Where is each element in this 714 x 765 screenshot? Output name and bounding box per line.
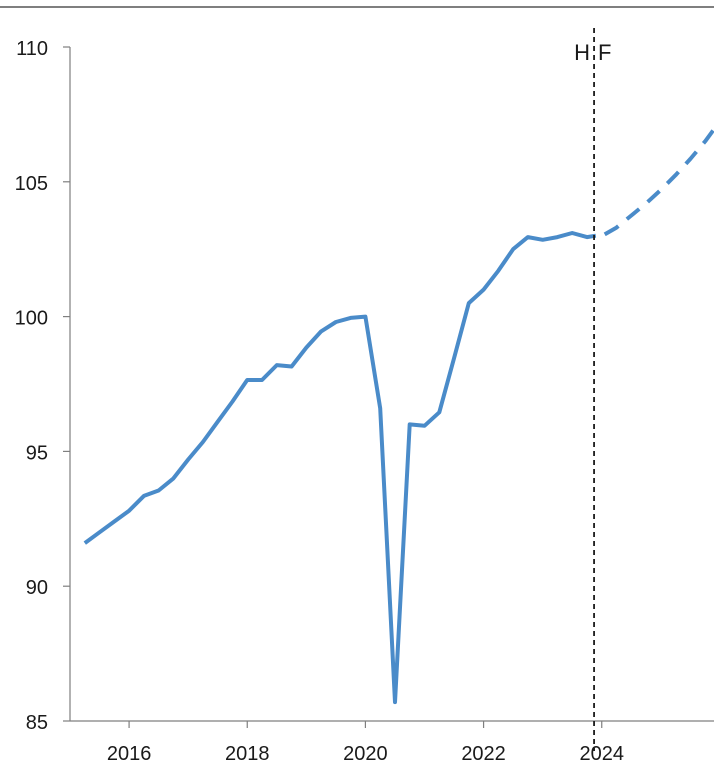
- axis-ticks: 85 90 95 100 105 110 2016 2018 2020 2022 2024: [15, 38, 624, 765]
- x-tick-label: 2016: [107, 743, 152, 765]
- series-lines: [83, 125, 714, 705]
- x-tick-label: 2022: [461, 743, 506, 765]
- annotations: H F: [574, 28, 612, 751]
- y-tick-label: 110: [16, 38, 48, 60]
- y-tick-label: 95: [26, 442, 48, 464]
- x-tick-label: 2018: [225, 743, 270, 765]
- top-border-rule: [0, 6, 714, 8]
- history-series-line: [83, 231, 597, 705]
- history-label: H: [574, 40, 590, 65]
- forecast-series-line: [603, 125, 714, 237]
- forecast-label: F: [598, 40, 611, 65]
- x-tick-label: 2020: [343, 743, 388, 765]
- y-tick-label: 105: [15, 173, 48, 195]
- y-tick-label: 100: [15, 308, 48, 330]
- y-tick-label: 85: [26, 712, 48, 734]
- y-tick-label: 90: [26, 577, 48, 599]
- x-tick-label: 2024: [579, 743, 624, 765]
- chart-axes: [69, 47, 714, 722]
